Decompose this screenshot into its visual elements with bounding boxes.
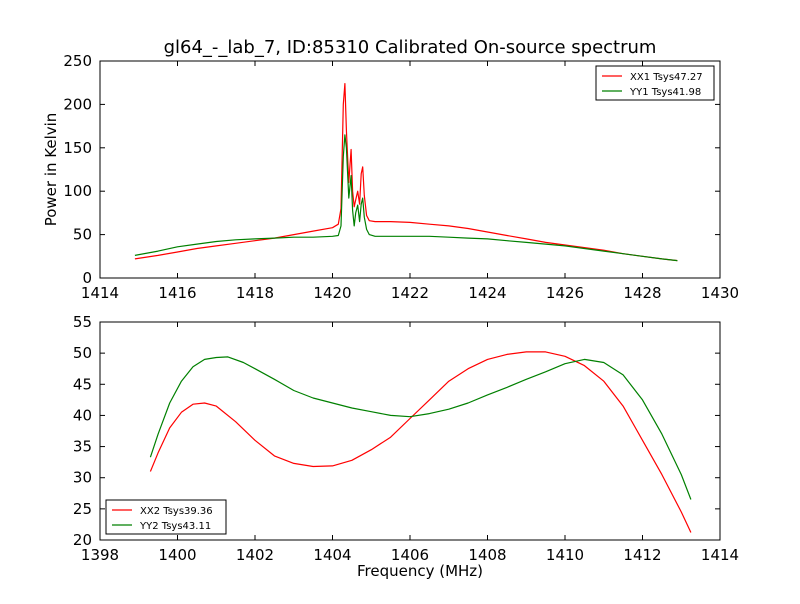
panel-1-y-tick-label: 150 — [63, 139, 92, 157]
panel-2-series-line-2 — [149, 356, 692, 500]
panel-2-x-tick-label: 1404 — [313, 546, 351, 564]
panel-1-series-line-2 — [134, 134, 678, 262]
panel-1-x-tick-label: 1416 — [158, 284, 196, 302]
panel-2-x-tick-label: 1406 — [391, 546, 429, 564]
panel-2-x-tick-label: 1408 — [468, 546, 506, 564]
panel-1-x-tick-label: 1430 — [701, 284, 739, 302]
panel-2-x-tick-label: 1402 — [236, 546, 274, 564]
panel-2-legend-label-2: YY2 Tsys43.11 — [139, 521, 211, 532]
panel-2-y-tick-label: 55 — [73, 313, 92, 331]
panel-1-y-tick-label: 200 — [63, 95, 92, 113]
panel-2-y-tick-label: 20 — [73, 531, 92, 549]
panel-2-x-tick-label: 1414 — [701, 546, 739, 564]
panel-2-x-tick-label: 1412 — [623, 546, 661, 564]
panel-2-y-tick-label: 25 — [73, 500, 92, 518]
panel-1-y-tick-label: 100 — [63, 182, 92, 200]
panel-2-legend-label-1: XX2 Tsys39.36 — [140, 506, 213, 517]
panel-2-x-axis-label: Frequency (MHz) — [357, 562, 483, 580]
panel-2-y-tick-label: 45 — [73, 375, 92, 393]
chart-title: gl64_-_lab_7, ID:85310 Calibrated On-sou… — [164, 37, 657, 58]
panel-2-series-line-1 — [149, 351, 692, 533]
panel-1-y-tick-label: 50 — [73, 226, 92, 244]
panel-1-x-tick-label: 1428 — [623, 284, 661, 302]
panel-1-series-line-1 — [134, 83, 678, 262]
panel-2-y-tick-label: 30 — [73, 469, 92, 487]
panel-1-y-axis-label: Power in Kelvin — [42, 113, 60, 227]
panel-2-y-tick-label: 50 — [73, 344, 92, 362]
panel-1-legend-label-2: YY1 Tsys41.98 — [629, 87, 701, 98]
panel-2-y-tick-label: 40 — [73, 406, 92, 424]
panel-1-y-tick-label: 0 — [82, 269, 92, 287]
panel-1-x-tick-label: 1426 — [546, 284, 584, 302]
panel-1-x-tick-label: 1424 — [468, 284, 506, 302]
panel-1-legend-label-1: XX1 Tsys47.27 — [630, 72, 703, 83]
panel-2-y-tick-label: 35 — [73, 438, 92, 456]
panel-1-x-tick-label: 1418 — [236, 284, 274, 302]
panel-1-x-tick-label: 1420 — [313, 284, 351, 302]
panel-1-legend-box — [595, 65, 715, 101]
panel-2-x-tick-label: 1410 — [546, 546, 584, 564]
panel-2-legend-box — [105, 499, 227, 535]
panel-1-x-tick-label: 1414 — [81, 284, 119, 302]
panel-2-x-tick-label: 1400 — [158, 546, 196, 564]
panel-1-y-tick-label: 250 — [63, 52, 92, 70]
panel-2-x-tick-label: 1398 — [81, 546, 119, 564]
panel-1-x-tick-label: 1422 — [391, 284, 429, 302]
